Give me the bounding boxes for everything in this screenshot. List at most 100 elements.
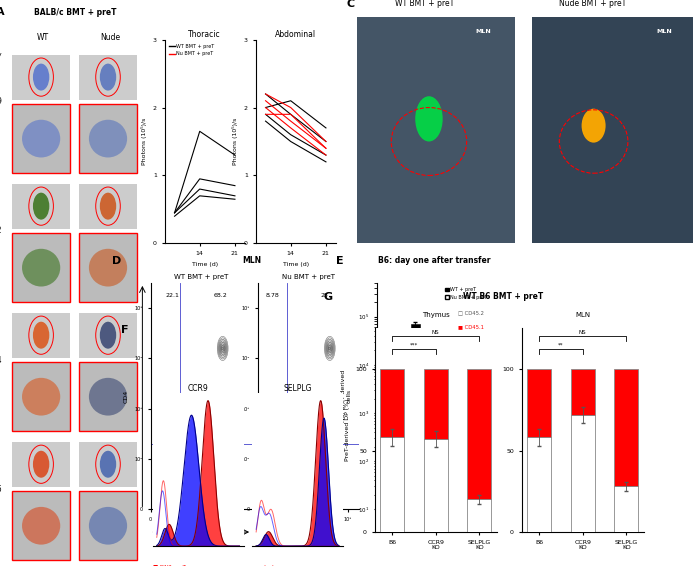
Text: 8.78: 8.78: [266, 293, 279, 298]
Text: ■ DN2 preT: ■ DN2 preT: [153, 564, 186, 566]
X-axis label: CD8   →: CD8 →: [189, 524, 213, 529]
Text: D: D: [112, 256, 121, 266]
Bar: [424, 439, 448, 532]
Ellipse shape: [89, 120, 127, 157]
Bar: [570, 369, 595, 415]
Text: 9: 9: [0, 97, 1, 106]
Ellipse shape: [22, 249, 60, 286]
Ellipse shape: [100, 321, 116, 349]
Bar: [79, 55, 136, 100]
Ellipse shape: [33, 451, 49, 478]
Bar: [527, 369, 551, 438]
Text: □ CD45.2: □ CD45.2: [458, 310, 484, 315]
Text: **: **: [558, 343, 564, 348]
Bar: [424, 369, 448, 439]
Y-axis label: No. preT-derived
cells: No. preT-derived cells: [342, 370, 352, 422]
Bar: [13, 362, 70, 431]
Bar: [13, 312, 70, 358]
Ellipse shape: [89, 378, 127, 415]
Legend: WT + preT, Nu BMT + preT: WT + preT, Nu BMT + preT: [443, 285, 490, 302]
Bar: [79, 442, 136, 487]
Ellipse shape: [582, 109, 606, 143]
Bar: [79, 491, 136, 560]
X-axis label: Time (d): Time (d): [283, 261, 309, 267]
Ellipse shape: [22, 378, 60, 415]
Title: SELPLG: SELPLG: [284, 384, 312, 393]
Text: MLN: MLN: [242, 256, 262, 265]
Title: Thoracic: Thoracic: [188, 30, 221, 39]
Y-axis label: PreT-derived DP (%): PreT-derived DP (%): [344, 399, 350, 461]
Bar: [468, 369, 491, 499]
Text: G: G: [323, 291, 332, 302]
Ellipse shape: [33, 321, 49, 349]
Text: 22.1: 22.1: [166, 293, 180, 298]
Bar: [570, 415, 595, 532]
Bar: [440, 450, 449, 566]
Text: NS: NS: [432, 330, 440, 335]
Text: BALB/c BMT + preT: BALB/c BMT + preT: [34, 8, 116, 17]
Text: A: A: [0, 7, 5, 17]
Ellipse shape: [415, 96, 442, 142]
Text: F: F: [120, 324, 128, 335]
Bar: [411, 324, 420, 566]
Bar: [615, 369, 638, 486]
Text: WT: WT: [36, 33, 48, 42]
Bar: [532, 17, 693, 243]
X-axis label: Time (d): Time (d): [192, 261, 218, 267]
Text: 16: 16: [0, 484, 1, 494]
Bar: [13, 491, 70, 560]
Y-axis label: CD4: CD4: [124, 389, 129, 403]
Bar: [79, 312, 136, 358]
Bar: [527, 438, 551, 532]
Text: — Isotype: — Isotype: [256, 564, 284, 566]
Bar: [13, 104, 70, 173]
Text: WT BMT + preT: WT BMT + preT: [174, 274, 228, 280]
Title: CCR9: CCR9: [188, 384, 209, 393]
Ellipse shape: [33, 63, 49, 91]
Text: Nude: Nude: [101, 33, 121, 42]
Bar: [79, 104, 136, 173]
Bar: [13, 183, 70, 229]
Text: Nude BMT + preT: Nude BMT + preT: [559, 0, 626, 8]
Ellipse shape: [33, 192, 49, 220]
Ellipse shape: [89, 249, 127, 286]
Text: ■ CD45.1: ■ CD45.1: [458, 324, 484, 329]
Ellipse shape: [89, 507, 127, 544]
Bar: [468, 452, 477, 566]
Bar: [449, 466, 458, 566]
Bar: [477, 440, 487, 566]
Bar: [13, 442, 70, 487]
Bar: [13, 233, 70, 302]
Text: NS: NS: [579, 330, 587, 335]
Text: MLN: MLN: [657, 29, 673, 34]
Text: B6: day one after transfer: B6: day one after transfer: [378, 256, 491, 265]
Text: C: C: [346, 0, 355, 9]
Text: MLN: MLN: [575, 312, 590, 318]
Bar: [382, 413, 391, 566]
Text: ***: ***: [410, 343, 418, 348]
Text: Thymus: Thymus: [422, 312, 449, 318]
Bar: [357, 17, 514, 243]
Ellipse shape: [22, 507, 60, 544]
Y-axis label: Photons (10⁵)/s: Photons (10⁵)/s: [141, 118, 147, 165]
Text: Day: Day: [0, 52, 1, 58]
Text: E: E: [336, 256, 344, 266]
Text: 12: 12: [0, 226, 1, 235]
Ellipse shape: [100, 192, 116, 220]
Bar: [79, 183, 136, 229]
Bar: [380, 438, 404, 532]
Text: Nu BMT + preT: Nu BMT + preT: [282, 274, 335, 280]
Bar: [420, 333, 429, 566]
Y-axis label: Photons (10⁵)/s: Photons (10⁵)/s: [232, 118, 238, 165]
Text: 68.2: 68.2: [214, 293, 228, 298]
Text: WT BMT + preT: WT BMT + preT: [395, 0, 454, 8]
Bar: [79, 233, 136, 302]
Ellipse shape: [22, 120, 60, 157]
Text: 25: 25: [321, 293, 328, 298]
Text: 1.35: 1.35: [321, 492, 335, 497]
Bar: [615, 486, 638, 532]
Ellipse shape: [100, 63, 116, 91]
Text: WT B6 BMT + preT: WT B6 BMT + preT: [463, 291, 543, 301]
Title: Abdominal: Abdominal: [275, 30, 316, 39]
Bar: [468, 499, 491, 532]
